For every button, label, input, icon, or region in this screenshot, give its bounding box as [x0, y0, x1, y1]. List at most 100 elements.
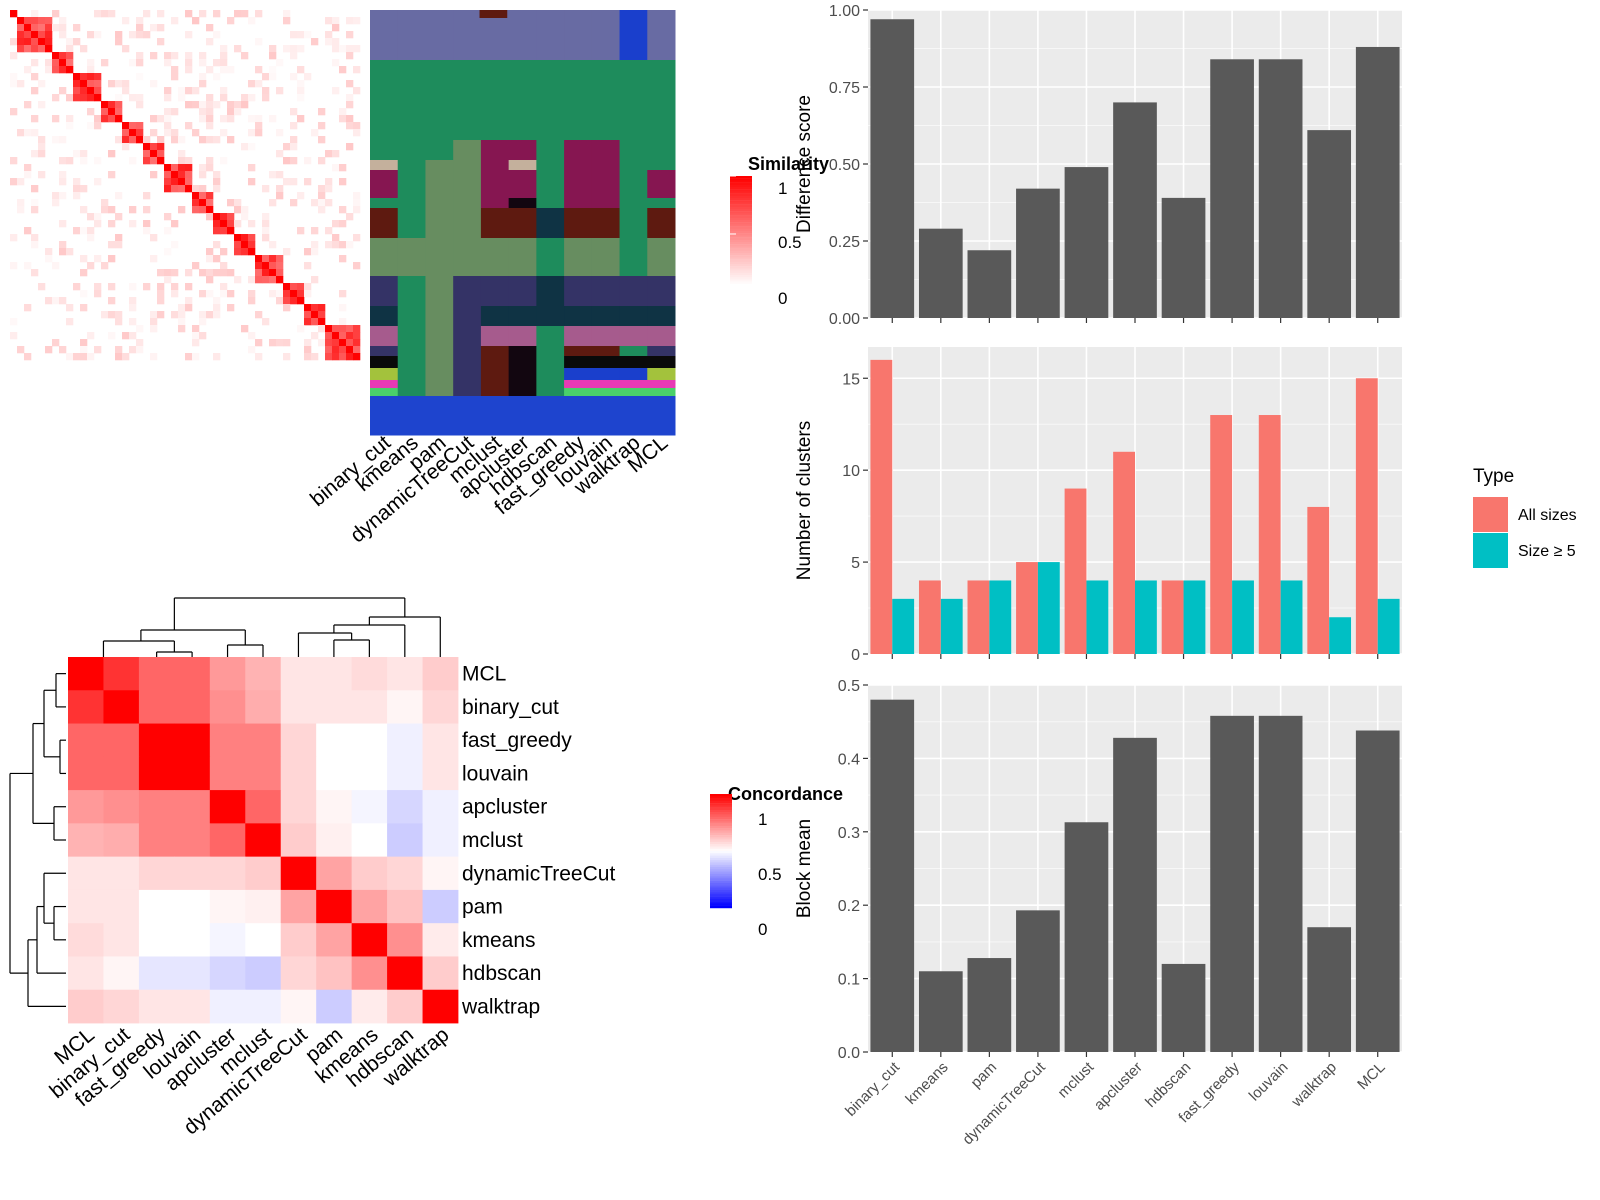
membership-cell: [619, 160, 648, 171]
similarity-cell: [311, 318, 319, 326]
concordance-cell: [68, 657, 104, 691]
membership-cell: [508, 140, 537, 161]
similarity-cell: [227, 213, 235, 221]
similarity-cell: [185, 101, 193, 109]
similarity-cell: [87, 262, 95, 270]
concordance-cell: [68, 889, 104, 924]
similarity-cell: [164, 185, 172, 193]
similarity-cell: [213, 171, 221, 179]
legend-gradient-step: [730, 244, 752, 247]
concordance-cell: [245, 823, 282, 858]
membership-cell: [536, 346, 565, 357]
similarity-cell: [73, 192, 81, 200]
similarity-cell: [17, 206, 25, 214]
membership-cell: [453, 60, 482, 141]
concordance-legend: Concordance 1 0.5 0: [710, 784, 843, 939]
similarity-cell: [220, 290, 228, 298]
similarity-cell: [45, 346, 53, 354]
similarity-cell: [38, 24, 46, 32]
similarity-cell: [213, 73, 221, 81]
similarity-cell: [94, 31, 102, 39]
concordance-cell: [351, 690, 388, 724]
membership-cell: [564, 170, 593, 199]
concordance-cell: [351, 790, 388, 824]
similarity-cell: [213, 10, 221, 18]
similarity-cell: [262, 213, 270, 221]
similarity-cell: [94, 80, 102, 88]
similarity-cell: [66, 59, 74, 67]
similarity-cell: [325, 38, 333, 46]
similarity-cell: [283, 10, 291, 18]
similarity-cell: [66, 304, 74, 312]
similarity-cell: [318, 304, 326, 312]
legend-gradient-step: [730, 206, 752, 210]
legend-gradient-step: [730, 237, 752, 240]
membership-cell: [564, 276, 593, 307]
concordance-cell: [422, 723, 459, 758]
bar-size-5: [892, 598, 915, 654]
membership-cell: [370, 276, 399, 307]
similarity-cell: [59, 297, 67, 305]
concordance-cell: [209, 756, 246, 791]
concordance-cell: [351, 989, 388, 1024]
bar: [918, 228, 963, 318]
similarity-cell: [192, 325, 200, 333]
membership-cell: [536, 368, 565, 381]
similarity-cell: [59, 171, 67, 179]
similarity-cell: [136, 17, 144, 25]
similarity-cell: [150, 157, 158, 165]
similarity-cell: [227, 66, 235, 74]
concordance-cell: [316, 823, 353, 858]
similarity-cell: [115, 94, 123, 102]
similarity-cell: [171, 290, 179, 298]
legend-gradient-step: [730, 226, 752, 229]
similarity-cell: [136, 59, 144, 67]
x-tick-label: apcluster: [1091, 1059, 1146, 1114]
bar: [967, 958, 1012, 1052]
similarity-cell: [115, 80, 123, 88]
similarity-cell: [52, 297, 60, 305]
similarity-cell: [290, 45, 298, 53]
similarity-cell: [353, 66, 361, 74]
concordance-cell: [245, 956, 282, 991]
similarity-cell: [45, 17, 53, 25]
similarity-cell: [157, 150, 165, 158]
similarity-cell: [115, 38, 123, 46]
similarity-cell: [10, 332, 18, 340]
similarity-cell: [164, 59, 172, 67]
membership-cell: [564, 356, 593, 369]
membership-cell: [647, 140, 676, 161]
similarity-cell: [304, 283, 312, 291]
concordance-cell: [422, 923, 459, 957]
similarity-cell: [241, 248, 249, 256]
legend-gradient-step: [710, 898, 732, 902]
similarity-cell: [101, 101, 109, 109]
similarity-cell: [276, 171, 284, 179]
legend-gradient-step: [710, 855, 732, 859]
bar-size-5: [1183, 580, 1206, 654]
similarity-cell: [108, 80, 116, 88]
x-tick-label: walktrap: [1288, 1059, 1340, 1111]
similarity-cell: [87, 31, 95, 39]
concordance-cell: [280, 956, 317, 991]
similarity-cell: [157, 136, 165, 144]
similarity-cell: [234, 45, 242, 53]
similarity-cell: [311, 353, 319, 361]
similarity-cell: [171, 178, 179, 186]
similarity-cell: [318, 325, 326, 333]
similarity-cell: [38, 136, 46, 144]
similarity-cell: [339, 45, 347, 53]
similarity-cell: [269, 269, 277, 277]
concordance-cell: [138, 856, 175, 891]
concordance-cell: [245, 856, 282, 891]
similarity-cell: [276, 339, 284, 347]
similarity-cell: [94, 115, 102, 123]
membership-cell: [647, 238, 676, 277]
bar: [1210, 715, 1254, 1052]
similarity-legend-tick-1: 1: [778, 179, 787, 198]
similarity-cell: [136, 346, 144, 354]
similarity-cell: [73, 94, 81, 102]
x-tick-label: dynamicTreeCut: [959, 1058, 1049, 1148]
membership-cell: [425, 368, 454, 381]
membership-cell: [479, 10, 508, 18]
